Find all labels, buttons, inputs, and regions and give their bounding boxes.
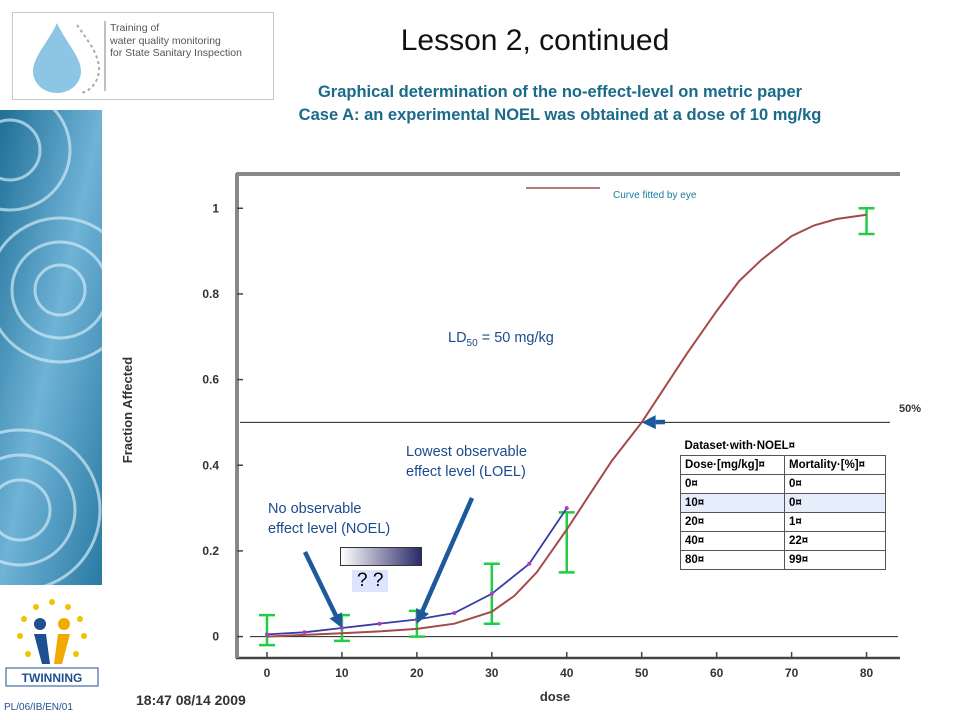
curve-legend-label: Curve fitted by eye xyxy=(613,190,697,201)
x-tick-label: 20 xyxy=(410,666,424,680)
table-cell: 20¤ xyxy=(680,512,785,532)
dataset-title: Dataset·with·NOEL¤ xyxy=(684,440,796,452)
dataset-header-mortality: Mortality·[%]¤ xyxy=(784,455,886,475)
arrow-loel-head xyxy=(416,608,429,624)
data-point xyxy=(452,611,457,616)
y-tick-label: 0.2 xyxy=(202,544,219,558)
y-tick-label: 0.4 xyxy=(202,458,219,472)
water-drop-logo xyxy=(33,21,106,94)
table-cell: 0¤ xyxy=(680,474,785,494)
data-point xyxy=(377,621,382,626)
x-tick-label: 30 xyxy=(485,666,499,680)
chart-timestamp: 18:47 08/14 2009 xyxy=(136,692,246,708)
x-tick-label: 0 xyxy=(264,666,271,680)
logo-text: Training of water quality monitoring for… xyxy=(110,22,242,59)
table-cell: 40¤ xyxy=(680,531,785,551)
arrow-noel-shaft xyxy=(302,551,338,617)
y-tick-label: 0.6 xyxy=(202,373,219,387)
header-logo-box xyxy=(12,12,274,100)
x-tick-label: 50 xyxy=(635,666,649,680)
data-point xyxy=(564,506,569,511)
data-point xyxy=(527,561,532,566)
table-cell: 1¤ xyxy=(784,512,886,532)
fifty-percent-label: 50% xyxy=(899,403,922,415)
question-marks: ? ? xyxy=(352,570,389,592)
arrow-loel-shaft xyxy=(420,497,475,612)
y-tick-label: 0.8 xyxy=(202,287,219,301)
noel-annotation: No observable effect level (NOEL) xyxy=(268,501,391,537)
subtitle-line-2: Case A: an experimental NOEL was obtaine… xyxy=(298,106,822,124)
x-axis-label: dose xyxy=(540,689,570,704)
x-tick-label: 10 xyxy=(335,666,349,680)
y-axis-label: Fraction Affected xyxy=(120,357,135,463)
water-ripple-image xyxy=(0,110,102,585)
loel-annotation: Lowest observable effect level (LOEL) xyxy=(406,444,527,480)
ld50-annotation: LD50 = 50 mg/kg xyxy=(448,330,554,349)
y-tick-label: 0 xyxy=(212,630,219,644)
arrow-noel-head xyxy=(329,612,343,629)
data-point xyxy=(264,632,269,637)
page-title: Lesson 2, continued xyxy=(400,24,670,57)
dataset-header-dose: Dose·[mg/kg]¤ xyxy=(680,455,785,475)
arrow-ld50-head xyxy=(641,415,656,430)
footer-code: PL/06/IB/EN/01 xyxy=(4,702,73,713)
table-row: 20¤ 1¤ xyxy=(680,512,886,532)
table-cell: 80¤ xyxy=(680,550,785,570)
data-point xyxy=(302,630,307,635)
ld50-subscript: 50 xyxy=(466,337,478,349)
table-cell: 0¤ xyxy=(784,493,886,513)
data-point xyxy=(489,591,494,596)
subtitle-line-1: Graphical determination of the no-effect… xyxy=(317,83,803,101)
dose-response-chart: 0 10 20 30 40 50 60 70 80 0 0.2 0.4 0.6 0.8 1 dose Fra… xyxy=(120,172,900,704)
fitted-curve-line xyxy=(266,213,867,638)
table-row: 80¤ 99¤ xyxy=(680,550,886,570)
table-row: 40¤ 22¤ xyxy=(680,531,886,551)
table-cell: 22¤ xyxy=(784,531,886,551)
plot-frame xyxy=(235,172,900,660)
x-tick-label: 80 xyxy=(860,666,874,680)
dataset-table: Dataset·with·NOEL¤ Dose·[mg/kg]¤ Mortali… xyxy=(680,437,886,570)
table-cell: 99¤ xyxy=(784,550,886,570)
table-cell: 0¤ xyxy=(784,474,886,494)
x-tick-label: 40 xyxy=(560,666,574,680)
table-row-highlighted: 10¤ 0¤ xyxy=(680,493,886,513)
y-tick-label: 1 xyxy=(212,201,219,215)
ld50-suffix: = 50 mg/kg xyxy=(477,330,554,346)
x-tick-label: 70 xyxy=(785,666,799,680)
twinning-logo: TWINNING xyxy=(5,599,99,687)
x-tick-label: 60 xyxy=(710,666,724,680)
table-row: 0¤ 0¤ xyxy=(680,474,886,494)
twinning-text: TWINNING xyxy=(22,671,83,685)
table-cell: 10¤ xyxy=(680,493,785,513)
ld50-prefix: LD xyxy=(448,330,467,346)
gradient-box xyxy=(340,547,422,566)
